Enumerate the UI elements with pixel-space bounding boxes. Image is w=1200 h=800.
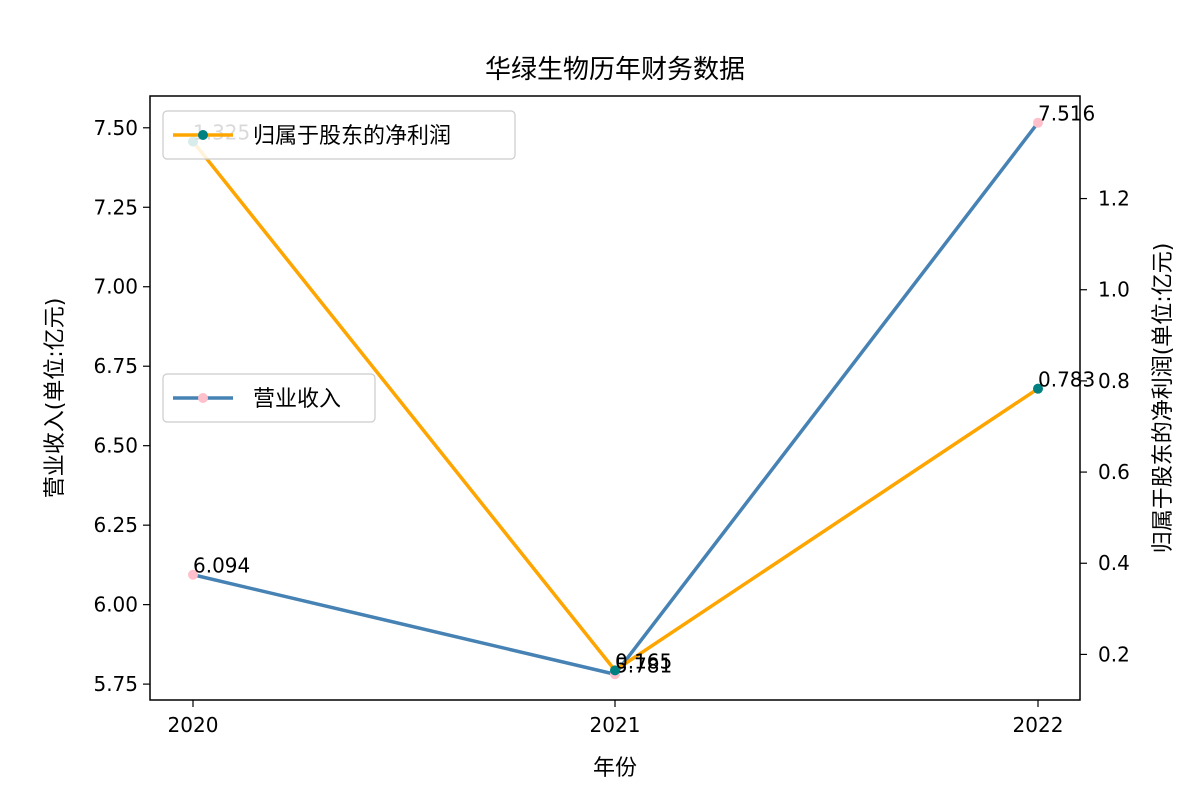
legend-1: 营业收入 (162, 373, 376, 423)
data-label-0: 5.781 (615, 653, 672, 677)
legend-0: 归属于股东的净利润 (162, 110, 516, 160)
legend-marker (198, 393, 208, 403)
data-label-0: 6.094 (193, 554, 250, 578)
y2-tick-label: 0.6 (1098, 460, 1130, 484)
series-point-0 (1033, 117, 1043, 128)
y-axis-title: 营业收入(单位:亿元) (43, 298, 68, 499)
y2-axis-title: 归属于股东的净利润(单位:亿元) (1151, 243, 1176, 554)
x-tick-label: 2022 (1013, 713, 1064, 737)
y2-tick-label: 0.2 (1098, 642, 1130, 666)
data-label-1: 0.783 (1038, 368, 1095, 392)
y-tick-label: 6.75 (93, 354, 138, 378)
y-tick-label: 7.00 (93, 275, 138, 299)
plot-layer: 2020 2021 2022 5.75 6.00 6.25 6.50 6.75 7.00 7.25… (93, 95, 1130, 737)
x-tick-label: 2021 (590, 713, 641, 737)
series-point-0 (188, 569, 198, 580)
legend-label: 营业收入 (253, 387, 341, 412)
y-tick-label: 6.50 (93, 434, 138, 458)
y2-tick-label: 1.2 (1098, 187, 1130, 211)
legend-marker (198, 130, 208, 140)
y-tick-label: 6.00 (93, 593, 138, 617)
chart-title: 华绿生物历年财务数据 (485, 55, 745, 85)
y2-tick-label: 0.8 (1098, 369, 1130, 393)
legend-box (162, 373, 376, 423)
y-tick-label: 7.25 (93, 195, 138, 219)
y-tick-label: 5.75 (93, 672, 138, 696)
data-label-0: 7.516 (1038, 102, 1095, 126)
y2-tick-label: 0.4 (1098, 551, 1130, 575)
y-tick-label: 7.50 (93, 116, 138, 140)
y2-tick-label: 1.0 (1098, 278, 1130, 302)
x-axis-title: 年份 (593, 756, 637, 781)
legend-label: 归属于股东的净利润 (253, 124, 451, 149)
series-point-1 (1033, 383, 1043, 394)
data-label-1: 0.165 (615, 649, 672, 673)
x-tick-label: 2020 (168, 713, 219, 737)
series-point-1 (610, 665, 620, 676)
legend-box (162, 110, 516, 160)
y-tick-label: 6.25 (93, 513, 138, 537)
